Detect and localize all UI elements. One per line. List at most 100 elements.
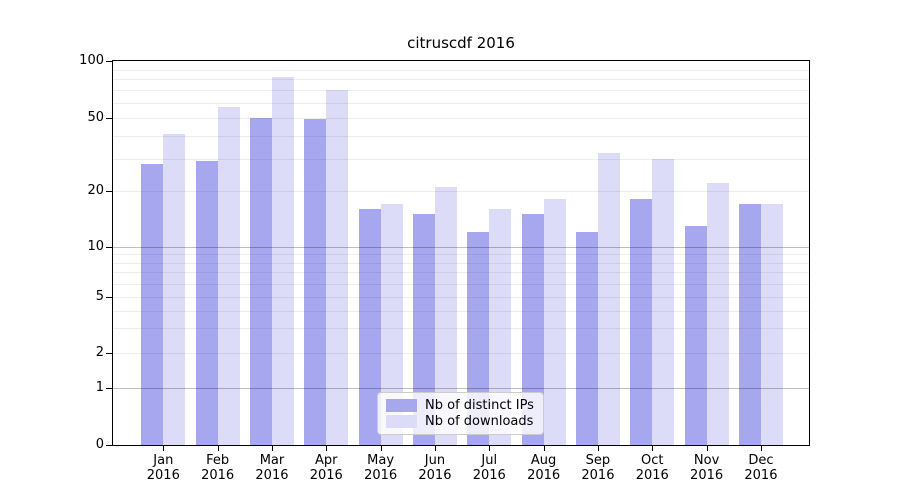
bar-nb-of-downloads-may <box>380 204 403 445</box>
bar-nb-of-downloads-jan <box>163 133 186 445</box>
y-tick-mark <box>106 117 112 119</box>
bar-nb-of-downloads-nov <box>706 183 729 445</box>
y-tick-mark <box>106 353 112 355</box>
x-tick-month: Sep <box>585 453 611 468</box>
y-tick-label: 100 <box>79 53 104 68</box>
y-tick-mark <box>106 246 112 248</box>
x-tick-year: 2016 <box>635 468 669 483</box>
x-tick-year: 2016 <box>201 468 235 483</box>
x-tick-label: Nov 2016 <box>679 453 735 483</box>
x-tick-year: 2016 <box>146 468 180 483</box>
bar-nb-of-distinct-ips-feb <box>195 161 218 445</box>
bar-nb-of-downloads-apr <box>326 90 349 445</box>
x-tick-mark <box>706 446 708 451</box>
bar-nb-of-downloads-dec <box>760 204 783 445</box>
x-tick-label: Sep 2016 <box>570 453 626 483</box>
legend: Nb of distinct IPs Nb of downloads <box>377 392 544 435</box>
y-tick-label: 10 <box>87 238 104 254</box>
x-tick-label: May 2016 <box>353 453 409 483</box>
legend-row: Nb of downloads <box>386 414 535 429</box>
bar-nb-of-distinct-ips-jan <box>141 164 164 445</box>
x-tick-month: May <box>367 453 395 468</box>
x-tick-month: Jun <box>424 453 446 468</box>
x-tick-year: 2016 <box>418 468 452 483</box>
gridline-minor <box>113 69 809 71</box>
x-tick-label: Dec 2016 <box>733 453 789 483</box>
x-tick-label: Oct 2016 <box>624 453 680 483</box>
bar-nb-of-distinct-ips-jun <box>412 214 435 445</box>
legend-label: Nb of distinct IPs <box>425 397 534 413</box>
legend-row: Nb of distinct IPs <box>386 398 535 413</box>
y-tick-label: 0 <box>95 437 104 452</box>
legend-swatch <box>386 415 417 429</box>
x-tick-label: Jan 2016 <box>135 453 191 483</box>
x-tick-mark <box>380 446 382 451</box>
x-tick-month: Nov <box>693 453 720 468</box>
x-tick-year: 2016 <box>581 468 615 483</box>
x-tick-year: 2016 <box>255 468 289 483</box>
chart-title: citruscdf 2016 <box>407 34 515 52</box>
x-tick-month: Feb <box>206 453 230 468</box>
y-tick-label: 5 <box>95 288 104 304</box>
bar-nb-of-downloads-mar <box>271 77 294 445</box>
x-tick-mark <box>543 446 545 451</box>
x-tick-month: Mar <box>259 453 285 468</box>
x-tick-year: 2016 <box>527 468 561 483</box>
x-tick-mark <box>597 446 599 451</box>
x-tick-label: Jul 2016 <box>461 453 517 483</box>
bar-nb-of-distinct-ips-aug <box>521 214 544 445</box>
y-tick-label: 50 <box>87 109 104 125</box>
x-tick-year: 2016 <box>472 468 506 483</box>
y-tick-mark <box>106 387 112 389</box>
bar-nb-of-downloads-feb <box>217 107 240 445</box>
x-tick-mark <box>760 446 762 451</box>
y-tick-mark <box>106 296 112 298</box>
bar-nb-of-downloads-jul <box>489 208 512 445</box>
x-tick-mark <box>217 446 219 451</box>
x-tick-year: 2016 <box>309 468 343 483</box>
x-tick-label: Apr 2016 <box>298 453 354 483</box>
x-tick-mark <box>652 446 654 451</box>
x-tick-mark <box>163 446 165 451</box>
bar-nb-of-downloads-sep <box>597 153 620 445</box>
bar-nb-of-distinct-ips-jul <box>467 231 490 445</box>
y-tick-mark <box>106 191 112 192</box>
y-tick-label: 20 <box>87 182 104 198</box>
x-tick-month: Oct <box>641 453 664 468</box>
x-tick-month: Jan <box>153 453 174 468</box>
x-tick-month: Dec <box>748 453 774 468</box>
x-tick-label: Jun 2016 <box>407 453 463 483</box>
x-tick-label: Aug 2016 <box>516 453 572 483</box>
bar-nb-of-distinct-ips-sep <box>575 231 598 445</box>
legend-swatch <box>386 398 417 412</box>
gridline-minor <box>113 102 809 104</box>
bar-nb-of-distinct-ips-mar <box>249 117 272 445</box>
bar-nb-of-distinct-ips-nov <box>684 225 707 445</box>
legend-label: Nb of downloads <box>425 414 534 430</box>
bar-nb-of-downloads-aug <box>543 199 566 445</box>
x-tick-year: 2016 <box>690 468 724 483</box>
plot-area: Nb of distinct IPs Nb of downloads <box>112 60 810 446</box>
x-tick-year: 2016 <box>744 468 778 483</box>
bar-nb-of-distinct-ips-oct <box>630 199 653 445</box>
x-tick-year: 2016 <box>364 468 398 483</box>
x-tick-month: Jul <box>481 453 498 468</box>
x-tick-mark <box>489 446 491 451</box>
x-tick-mark <box>272 446 273 451</box>
y-tick-mark <box>106 61 112 62</box>
x-tick-month: Apr <box>315 453 338 468</box>
y-tick-mark <box>106 445 112 446</box>
bar-nb-of-distinct-ips-may <box>358 208 381 445</box>
x-tick-mark <box>434 446 436 451</box>
bar-nb-of-downloads-jun <box>434 187 457 445</box>
bar-nb-of-distinct-ips-dec <box>738 204 761 445</box>
gridline-minor <box>113 79 809 81</box>
bar-nb-of-downloads-oct <box>652 158 675 445</box>
y-tick-label: 2 <box>95 345 104 361</box>
x-tick-month: Aug <box>530 453 557 468</box>
bar-nb-of-distinct-ips-apr <box>304 119 327 445</box>
x-tick-label: Mar 2016 <box>244 453 300 483</box>
y-tick-label: 1 <box>95 379 104 395</box>
x-tick-label: Feb 2016 <box>190 453 246 483</box>
gridline-minor <box>113 90 809 92</box>
